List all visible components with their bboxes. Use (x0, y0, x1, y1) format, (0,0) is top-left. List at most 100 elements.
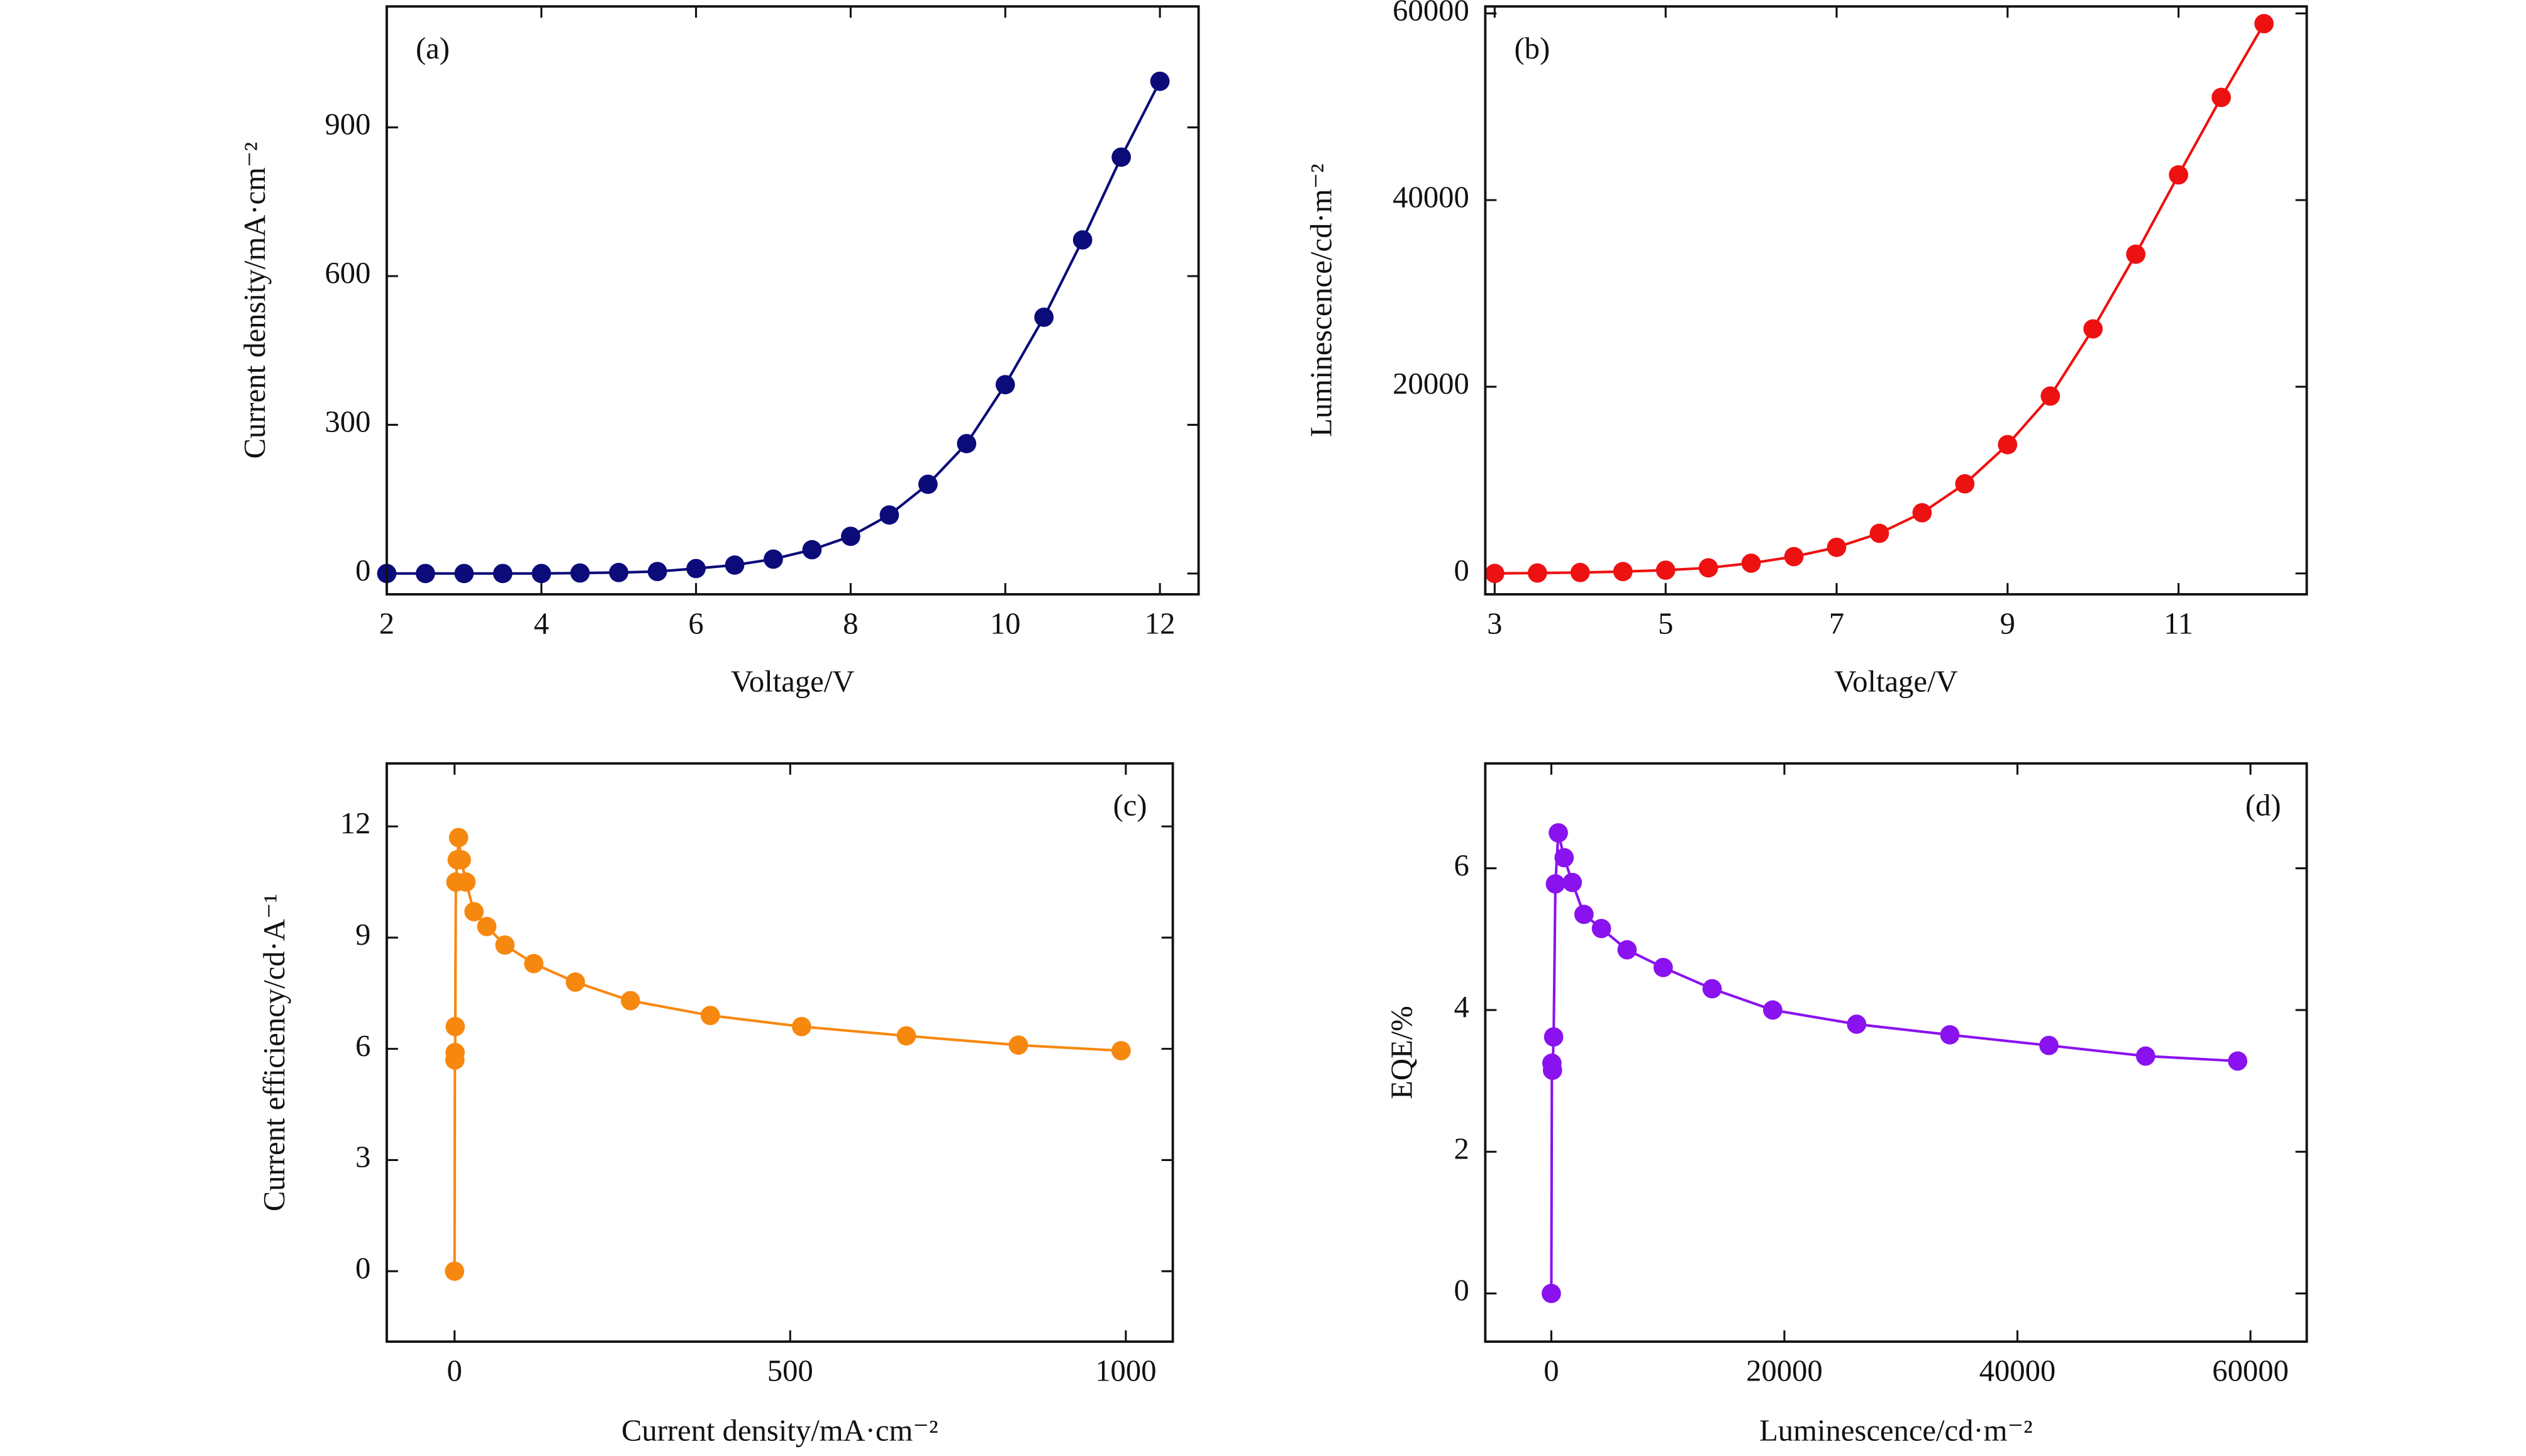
data-point (1554, 848, 1574, 868)
data-point (1613, 562, 1633, 582)
data-point (1562, 872, 1583, 892)
data-point (1940, 1025, 1960, 1045)
data-point (1698, 558, 1718, 578)
data-point (1570, 562, 1590, 582)
x-tick-label: 3 (1487, 606, 1502, 640)
x-tick-label: 4 (534, 606, 549, 640)
y-axis-label: Current efficiency/cd·A⁻¹ (257, 894, 291, 1211)
x-tick-label: 40000 (1979, 1354, 2056, 1388)
y-tick-label: 300 (325, 405, 370, 439)
data-point (1484, 564, 1505, 584)
data-line (453, 837, 1121, 1272)
y-tick-label: 6 (355, 1029, 370, 1063)
data-point (2040, 386, 2061, 406)
data-point (456, 872, 476, 892)
data-point (1527, 563, 1547, 583)
data-point (2126, 244, 2145, 264)
panel-label: (c) (1113, 789, 1147, 823)
plot-frame (385, 5, 1200, 596)
plot-frame (1484, 5, 2308, 596)
data-line (386, 81, 1161, 575)
panel-label: (a) (416, 31, 450, 65)
y-tick-label: 4 (1454, 990, 1469, 1024)
x-tick-label: 20000 (1746, 1354, 1823, 1388)
data-point (1072, 230, 1093, 250)
data-point (1545, 874, 1566, 894)
data-point (1847, 1014, 1867, 1034)
x-tick-label: 7 (1829, 606, 1844, 640)
data-point (1653, 957, 1673, 977)
data-point (1655, 560, 1676, 580)
x-tick-label: 60000 (2212, 1354, 2289, 1388)
y-tick-label: 0 (1454, 553, 1469, 587)
y-axis-label: Current density/mA·cm⁻² (238, 142, 272, 459)
data-point (1827, 537, 1847, 557)
x-axis-label: Voltage/V (1834, 665, 1957, 699)
data-point (448, 828, 469, 848)
data-point (792, 1016, 811, 1036)
data-point (1542, 1060, 1562, 1081)
data-point (1998, 435, 2018, 455)
data-point (495, 935, 515, 955)
data-point (647, 562, 667, 582)
y-tick-label: 900 (325, 108, 370, 142)
y-tick-label: 12 (340, 806, 371, 840)
data-point (565, 972, 586, 992)
data-point (524, 953, 543, 974)
data-point (2228, 1051, 2247, 1071)
data-line (1494, 23, 2266, 575)
data-point (609, 562, 629, 582)
data-point (1869, 523, 1889, 543)
data-point (2039, 1035, 2059, 1055)
panel-label: (b) (1514, 31, 1550, 65)
data-point (1034, 308, 1054, 327)
data-point (2083, 319, 2103, 339)
x-axis-label: Current density/mA·cm⁻² (621, 1413, 938, 1447)
x-tick-label: 2 (379, 606, 394, 640)
y-tick-label: 9 (355, 918, 370, 952)
data-point (1111, 1041, 1131, 1060)
x-tick-label: 10 (990, 606, 1021, 640)
data-point (764, 549, 783, 569)
x-tick-label: 9 (2000, 606, 2015, 640)
data-point (686, 559, 706, 579)
data-point (879, 505, 899, 525)
x-tick-label: 5 (1658, 606, 1673, 640)
data-point (1591, 918, 1611, 938)
data-point (2254, 14, 2274, 33)
x-tick-label: 0 (1544, 1354, 1559, 1388)
y-tick-label: 20000 (1393, 367, 1469, 401)
data-point (464, 902, 484, 921)
data-point (1617, 940, 1637, 960)
data-point (2135, 1046, 2156, 1066)
data-point (725, 555, 745, 575)
y-tick-label: 3 (355, 1140, 370, 1174)
data-point (700, 1006, 720, 1025)
y-tick-label: 600 (325, 256, 370, 290)
data-point (445, 1043, 465, 1062)
x-axis-label: Luminescence/cd·m⁻² (1759, 1413, 2033, 1447)
data-point (445, 1261, 465, 1281)
data-point (802, 540, 822, 560)
y-tick-label: 6 (1454, 848, 1469, 882)
data-point (477, 916, 497, 936)
data-point (2169, 165, 2188, 185)
x-axis-label: Voltage/V (731, 665, 854, 699)
data-point (415, 564, 435, 584)
x-tick-label: 500 (767, 1354, 813, 1388)
data-point (1150, 71, 1170, 91)
data-point (1544, 1027, 1564, 1047)
data-point (454, 564, 474, 584)
y-axis-label: Luminescence/cd·m⁻² (1304, 164, 1338, 437)
data-point (1741, 553, 1761, 573)
data-point (1702, 979, 1722, 999)
y-tick-label: 0 (355, 1251, 370, 1285)
y-tick-label: 2 (1454, 1131, 1469, 1165)
data-point (1542, 1284, 1561, 1303)
panel-label: (d) (2245, 789, 2281, 823)
x-tick-label: 1000 (1095, 1354, 1156, 1388)
data-point (1549, 823, 1568, 843)
data-point (1912, 503, 1932, 523)
